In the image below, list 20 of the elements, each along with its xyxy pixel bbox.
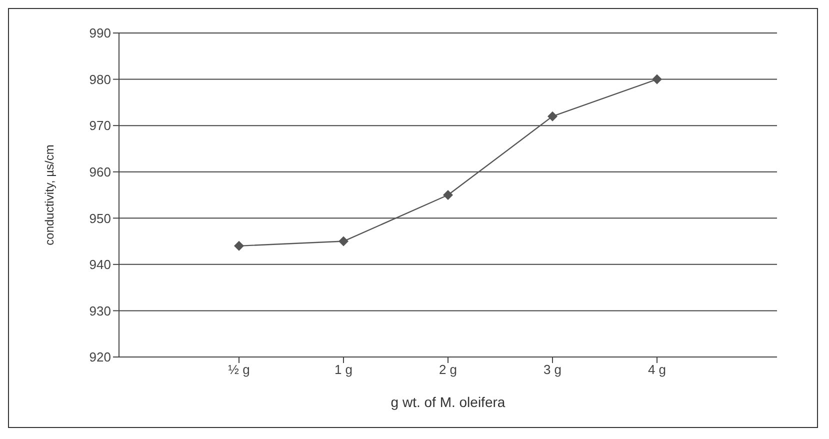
y-tick-label: 950: [89, 210, 111, 226]
y-tick-label: 920: [89, 350, 111, 365]
x-tick-label: 1 g: [334, 362, 353, 378]
x-tick-label: 4 g: [648, 362, 666, 378]
y-tick-label: 970: [89, 118, 111, 134]
point: [548, 111, 558, 122]
x-tick-label: 2 g: [438, 362, 458, 378]
point: [652, 74, 662, 84]
x-axis-title: g wt. of M. oleifera: [390, 394, 506, 410]
y-axis-title: conductivity, µs/cm: [42, 144, 56, 246]
x-tick-label: ½ g: [228, 362, 250, 378]
point: [234, 240, 244, 251]
y-tick-label: 940: [89, 257, 111, 272]
point: [338, 236, 348, 246]
y-tick-label: 930: [89, 303, 111, 318]
x-tick-label: 3 g: [543, 362, 562, 378]
y-tick-label: 980: [89, 72, 111, 87]
y-tick-label: 960: [89, 164, 111, 180]
y-tick-label: 990: [89, 26, 111, 41]
point: [443, 190, 453, 200]
